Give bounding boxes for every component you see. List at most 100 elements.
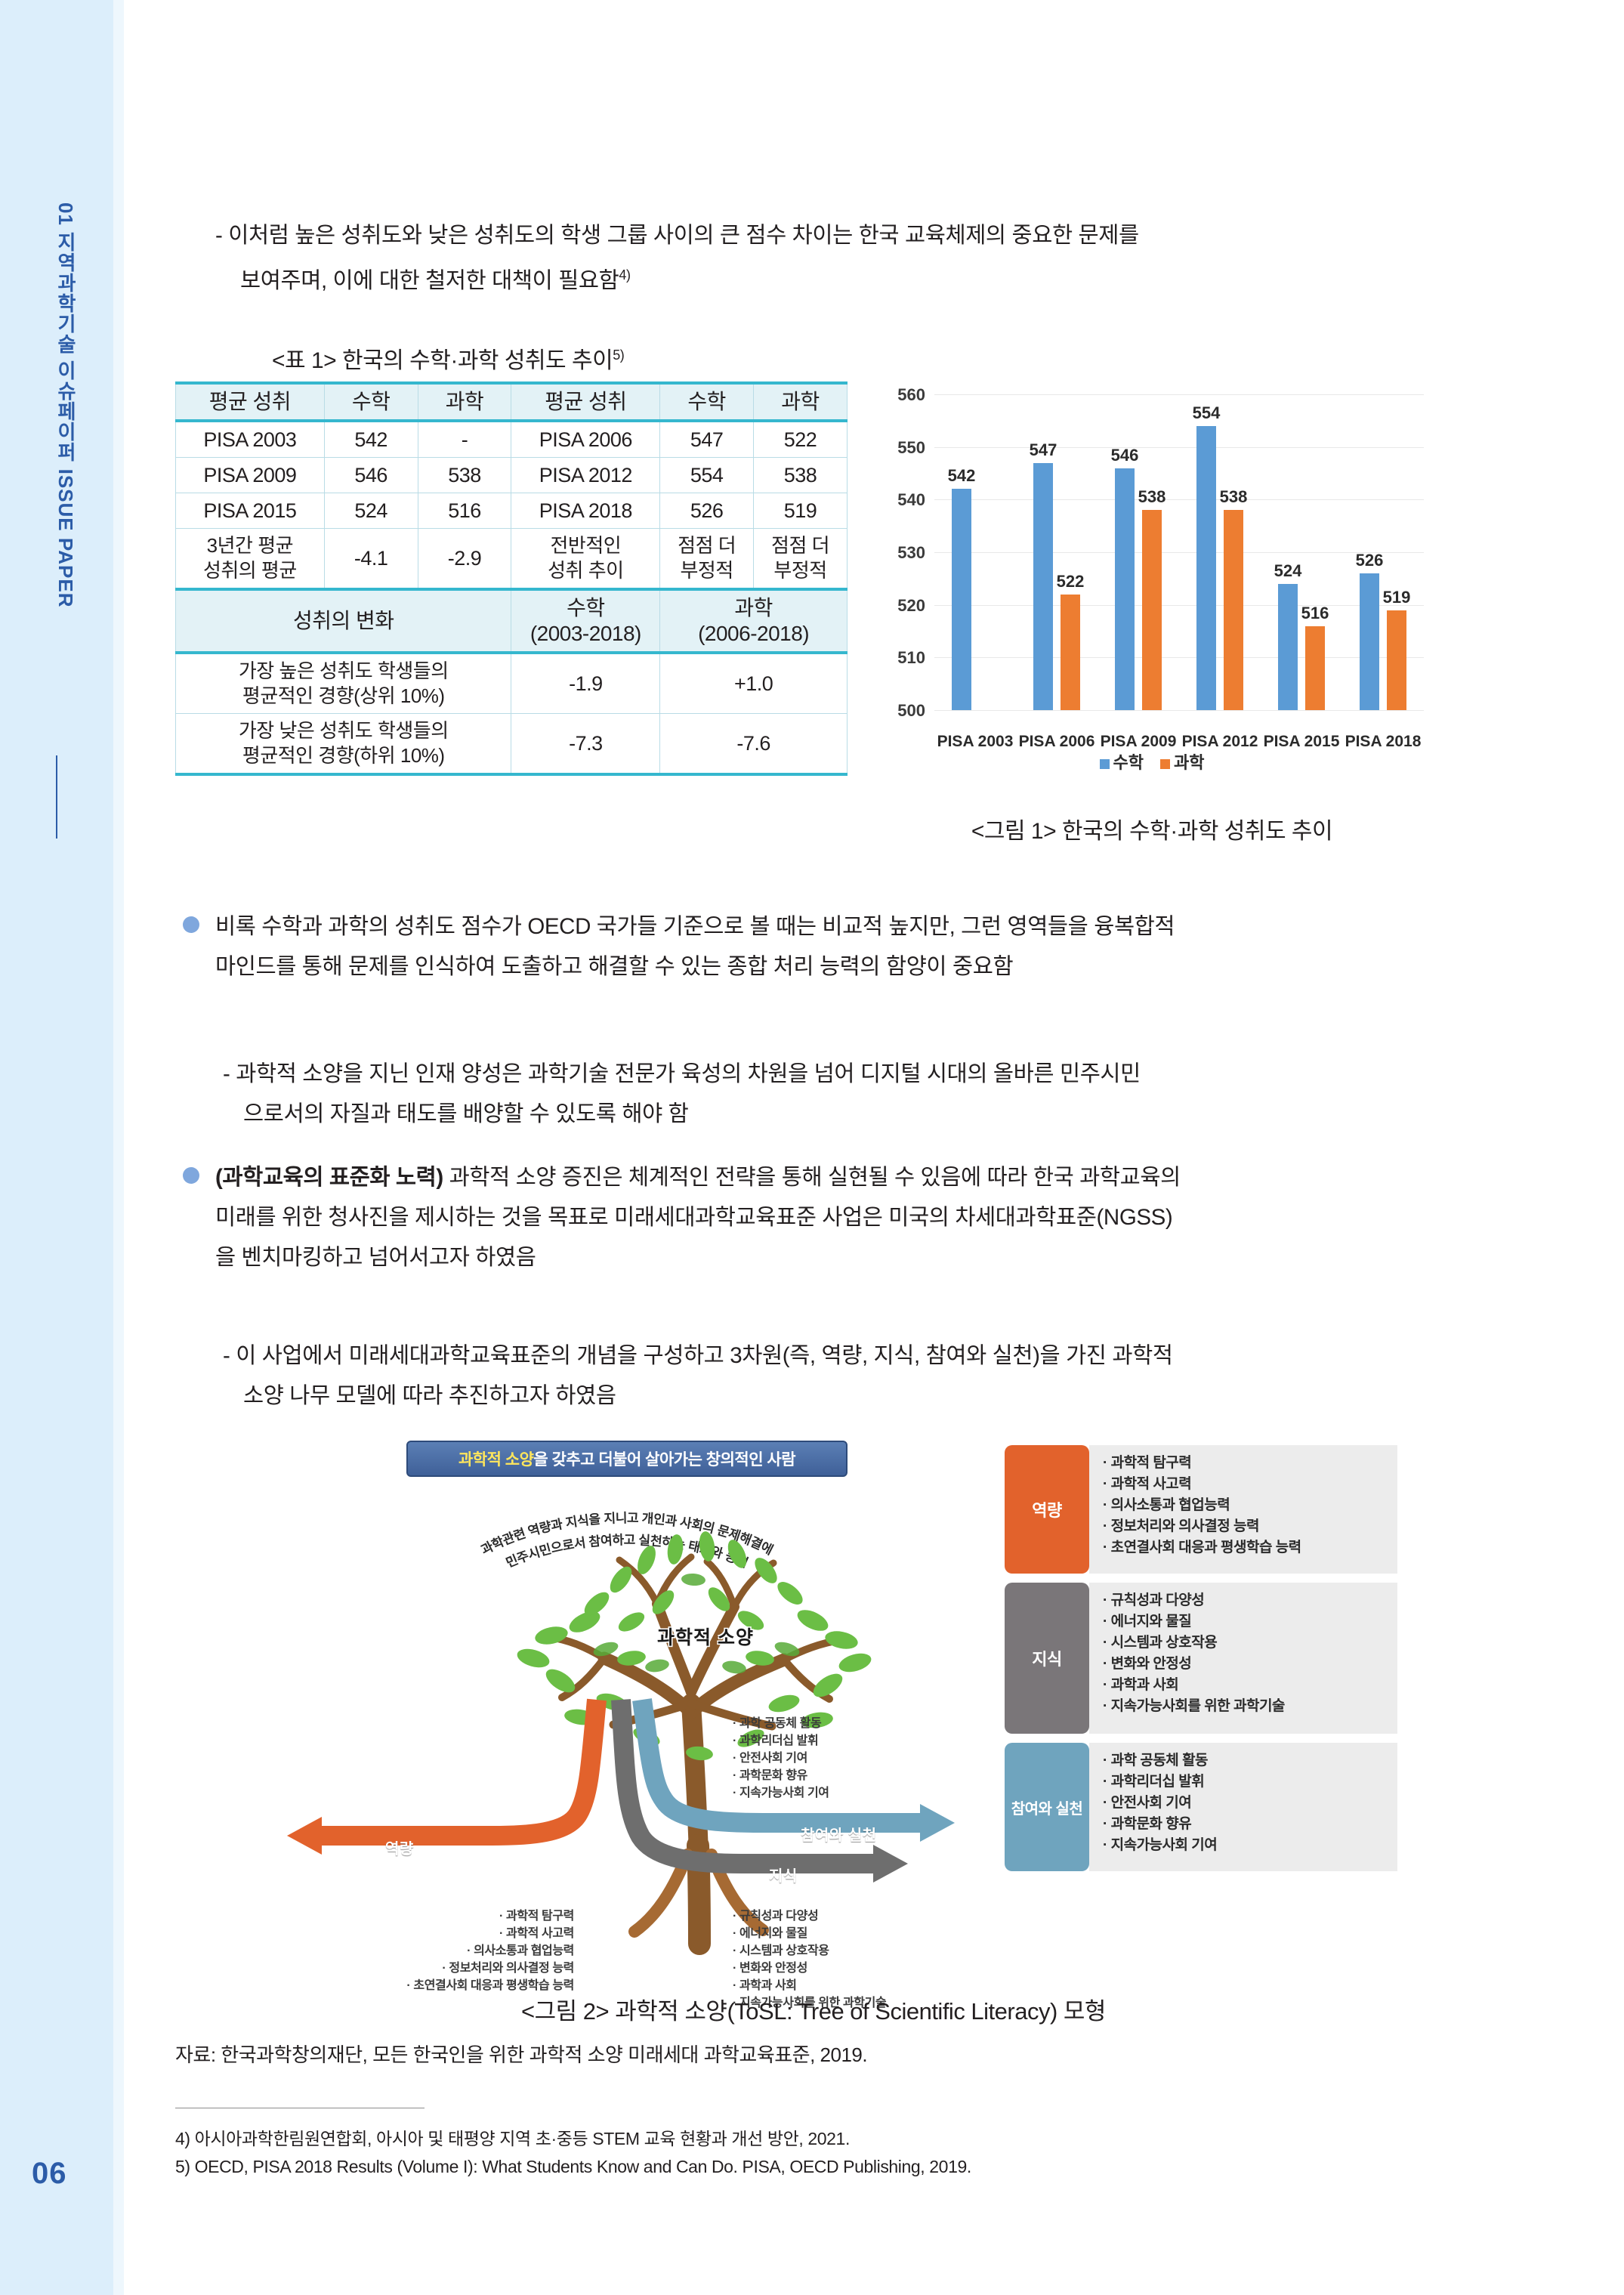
cell-pisa2003-math: 542 xyxy=(323,420,418,458)
cell-3yr-avg-sci: -2.9 xyxy=(417,528,512,591)
x-axis-tick-pisa-2003: PISA 2003 xyxy=(937,733,1014,750)
table-row: 가장 낮은 성취도 학생들의 평균적인 경향(하위 10%) -7.3 -7.6 xyxy=(174,713,848,776)
paragraph3-line1: (과학교육의 표준화 노력) 과학적 소양 증진은 체계적인 전략을 통해 실현… xyxy=(215,1157,1469,1197)
y-axis-tick-510: 510 xyxy=(897,648,925,668)
footnote-4: 4) 아시아과학한림원연합회, 아시아 및 태평양 지역 초·중등 STEM 교… xyxy=(175,2129,850,2148)
cell-pisa2009: PISA 2009 xyxy=(175,457,325,493)
tree-illustration xyxy=(517,1531,872,1955)
root-list-item: · 의사소통과 협업능력 xyxy=(467,1944,574,1957)
paragraph3-line3: 을 벤치마킹하고 넘어서고자 하였음 xyxy=(215,1245,536,1270)
chart-gridline xyxy=(934,710,1424,711)
bullet-dot-icon xyxy=(183,916,199,933)
paragraph2-line2: 으로서의 자질과 태도를 배양할 수 있도록 해야 함 xyxy=(243,1101,689,1126)
root-list-item: · 시스템과 상호작용 xyxy=(733,1944,829,1957)
dimension-item: · 지속가능사회 기여 xyxy=(1103,1837,1218,1853)
root-list-item: · 규칙성과 다양성 xyxy=(733,1910,819,1923)
cell-pisa2015-math: 524 xyxy=(323,493,418,529)
root-list-item: · 초연결사회 대응과 평생학습 능력 xyxy=(406,1979,574,1992)
bar-value-label: 519 xyxy=(1382,587,1411,607)
chart-gridline xyxy=(934,446,1424,448)
th-sci-b: 과학 xyxy=(753,381,848,422)
tosl-banner-rest: 을 갖추고 더불어 살아가는 창의적인 사람 xyxy=(533,1451,796,1469)
x-axis-tick-pisa-2012: PISA 2012 xyxy=(1181,733,1258,750)
chart-gridline xyxy=(934,657,1424,659)
pisa-bar-chart: 500 510 520 530 540 550 560 542 PISA 2003 547 522 P… xyxy=(865,378,1439,801)
th-change-sci: 과학 (2006-2018) xyxy=(659,588,848,654)
bar-value-label: 522 xyxy=(1056,571,1085,591)
cell-pisa2012: PISA 2012 xyxy=(511,457,661,493)
footnote-marker-5: 5) xyxy=(613,347,625,363)
cell-pisa2006: PISA 2006 xyxy=(511,420,661,458)
footnote-marker-4: 4) xyxy=(619,267,631,283)
y-axis-tick-560: 560 xyxy=(897,385,925,404)
paragraph3-line1-text: 과학적 소양 증진은 체계적인 전략을 통해 실현될 수 있음에 따라 한국 과… xyxy=(443,1165,1181,1190)
chart-gridline xyxy=(934,604,1424,606)
bar-value-label: 538 xyxy=(1219,487,1248,507)
dimension-key-participation: 참여와 실천 xyxy=(1005,1743,1089,1871)
cell-pisa2006-sci: 522 xyxy=(753,420,848,458)
cell-bottom10-label: 가장 낮은 성취도 학생들의 평균적인 경향(하위 10%) xyxy=(174,713,512,776)
dimension-item: · 의사소통과 협업능력 xyxy=(1103,1497,1230,1513)
y-axis-tick-530: 530 xyxy=(897,543,925,562)
bar-value-label: 546 xyxy=(1110,445,1139,465)
bar-value-label: 516 xyxy=(1301,603,1329,622)
figure2-caption: <그림 2> 과학적 소양(ToSL: Tree of Scientific L… xyxy=(521,1998,1106,2025)
table-header-row-b: 성취의 변화 수학 (2003-2018) 과학 (2006-2018) xyxy=(174,588,848,654)
y-axis-tick-500: 500 xyxy=(897,701,925,720)
root-list-item: · 에너지와 물질 xyxy=(733,1927,807,1940)
dimension-key-knowledge: 지식 xyxy=(1005,1583,1089,1734)
cell-pisa2012-sci: 538 xyxy=(753,457,848,493)
bar-pisa-2009-과학 xyxy=(1142,510,1162,710)
table-row: PISA 2015 524 516 PISA 2018 526 519 xyxy=(175,493,848,529)
root-list-participation: · 과학 공동체 활동 · 과학리더십 발휘 · 안전사회 기여 · 과학문화 … xyxy=(733,1715,982,1802)
dimension-item: · 과학적 탐구력 xyxy=(1103,1455,1192,1471)
table-caption: <표 1> 한국의 수학·과학 성취도 추이5) xyxy=(272,341,625,375)
root-list-item: · 과학적 사고력 xyxy=(499,1927,574,1940)
achievement-table: 평균 성취 수학 과학 평균 성취 수학 과학 PISA 2003 542 - … xyxy=(174,381,848,776)
root-list-item: · 정보처리와 의사결정 능력 xyxy=(442,1962,574,1975)
top-note-line1: - 이처럼 높은 성취도와 낮은 성취도의 학생 그룹 사이의 큰 점수 차이는… xyxy=(215,223,1139,248)
root-list-knowledge: · 규칙성과 다양성 · 에너지와 물질 · 시스템과 상호작용 · 변화와 안… xyxy=(733,1907,982,2012)
paragraph1-line1: 비록 수학과 과학의 성취도 점수가 OECD 국가들 기준으로 볼 때는 비교… xyxy=(215,914,1175,939)
dimension-items-participation: · 과학 공동체 활동 · 과학리더십 발휘 · 안전사회 기여 · 과학문화 … xyxy=(1089,1743,1397,1871)
chart-plot-area: 500 510 520 530 540 550 560 542 PISA 2003 547 522 P… xyxy=(897,385,1424,750)
x-axis-tick-pisa-2015: PISA 2015 xyxy=(1263,733,1340,750)
dimension-item: · 지속가능사회를 위한 과학기술 xyxy=(1103,1698,1285,1714)
root-list-item: · 변화와 안정성 xyxy=(733,1962,807,1975)
y-axis-tick-540: 540 xyxy=(897,490,925,510)
bar-pisa-2018-수학 xyxy=(1360,573,1379,710)
paragraph2-line1: - 과학적 소양을 지닌 인재 양성은 과학기술 전문가 육성의 차원을 넘어 … xyxy=(223,1061,1141,1086)
th-change: 성취의 변화 xyxy=(174,588,512,654)
sidebar-divider xyxy=(56,755,57,839)
root-list-item: · 과학 공동체 활동 xyxy=(733,1717,822,1730)
table-row: 가장 높은 성취도 학생들의 평균적인 경향(상위 10%) -1.9 +1.0 xyxy=(174,652,848,714)
cell-pisa2003: PISA 2003 xyxy=(175,420,325,458)
paragraph3-line2: 미래를 위한 청사진을 제시하는 것을 목표로 미래세대과학교육표준 사업은 미… xyxy=(215,1205,1173,1230)
root-list-item: · 지속가능사회 기여 xyxy=(733,1787,829,1799)
root-list-item: · 과학문화 향유 xyxy=(733,1769,807,1782)
root-list-item: · 과학적 탐구력 xyxy=(499,1910,574,1923)
cell-3yr-avg-label: 3년간 평균 성취의 평균 xyxy=(175,528,325,591)
sidebar xyxy=(0,0,113,2295)
bar-pisa-2009-수학 xyxy=(1115,468,1135,710)
paragraph4-line1: - 이 사업에서 미래세대과학교육표준의 개념을 구성하고 3차원(즉, 역량,… xyxy=(223,1343,1173,1368)
dimension-box-capability: 역량 · 과학적 탐구력 · 과학적 사고력 · 의사소통과 협업능력 · 정보… xyxy=(1005,1445,1397,1574)
chart-gridline xyxy=(934,499,1424,501)
bar-pisa-2006-수학 xyxy=(1033,462,1053,710)
y-axis-tick-550: 550 xyxy=(897,437,925,457)
bar-value-label: 524 xyxy=(1274,561,1302,580)
root-list-capability: · 과학적 탐구력 · 과학적 사고력 · 의사소통과 협업능력 · 정보처리와… xyxy=(302,1907,574,1994)
cell-pisa2009-math: 546 xyxy=(323,457,418,493)
sidebar-edge xyxy=(113,0,124,2295)
legend-label-수학: 수학 xyxy=(1113,753,1144,772)
cell-top10-label: 가장 높은 성취도 학생들의 평균적인 경향(상위 10%) xyxy=(174,652,512,714)
cell-pisa2015-sci: 516 xyxy=(417,493,512,529)
cell-pisa2012-math: 554 xyxy=(659,457,755,493)
legend-swatch-과학 xyxy=(1160,759,1170,769)
paragraph4-line2: 소양 나무 모델에 따라 추진하고자 하였음 xyxy=(243,1383,616,1408)
cell-pisa2018-sci: 519 xyxy=(753,493,848,529)
dimension-key-capability: 역량 xyxy=(1005,1445,1089,1574)
table-summary-row: 3년간 평균 성취의 평균 -4.1 -2.9 전반적인 성취 추이 점점 더 … xyxy=(175,528,848,591)
th-sci-a: 과학 xyxy=(417,381,512,422)
